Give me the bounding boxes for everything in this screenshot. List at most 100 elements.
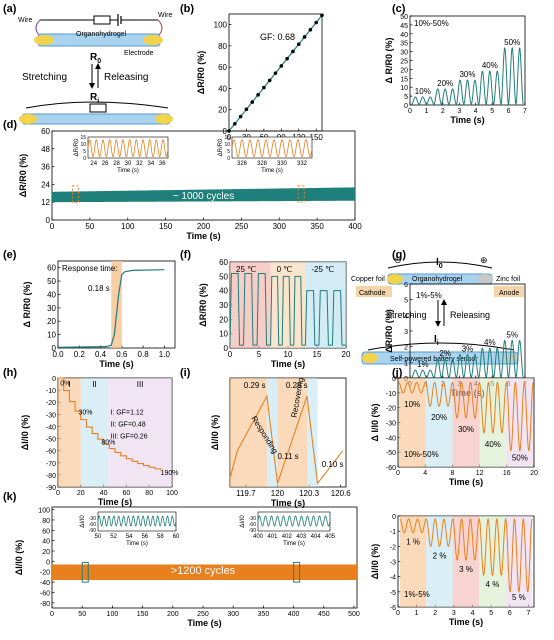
y-tick-label: 20 bbox=[219, 315, 228, 324]
chart-i: 119.7 120 120.3 120.6 Time (s) ΔI/I0 (%) 0.29 … bbox=[210, 377, 351, 508]
strain-label: 3% bbox=[462, 345, 474, 354]
inset-y-tick: -90 bbox=[249, 528, 256, 534]
gel-label: Organohydrogel bbox=[76, 31, 127, 38]
region-label: II bbox=[92, 380, 96, 389]
condition-band bbox=[452, 378, 480, 467]
x-tick-label: 200 bbox=[167, 611, 179, 618]
x-axis-label: Time (s) bbox=[449, 477, 483, 487]
x-tick-label: 20 bbox=[342, 350, 351, 359]
x-tick-label: 7 bbox=[526, 610, 530, 617]
response-time-value: 0.18 s bbox=[88, 284, 110, 293]
x-tick-label: 350 bbox=[310, 222, 324, 231]
x-tick-label: 20 bbox=[530, 470, 538, 477]
panel-letter: (c) bbox=[392, 3, 406, 15]
x-tick-label: 150 bbox=[137, 611, 149, 618]
data-point bbox=[308, 27, 313, 32]
y-tick-label: -1 bbox=[390, 529, 396, 536]
x-tick-label: 300 bbox=[273, 222, 287, 231]
inset-x-tick: 26 bbox=[102, 161, 109, 167]
x-tick-label: 0 bbox=[56, 490, 60, 497]
signal-line bbox=[411, 339, 524, 379]
x-tick-label: 120 bbox=[271, 489, 285, 498]
inset-y-label: ΔI/I0 bbox=[80, 515, 86, 528]
data-point bbox=[273, 71, 278, 75]
y-tick-label: -70 bbox=[46, 461, 56, 468]
y-tick-label: 12 bbox=[41, 198, 50, 207]
y-axis-label: ΔI/I0 (%) bbox=[370, 544, 380, 579]
strain-label: 1% bbox=[417, 360, 429, 369]
r0-label: R0 bbox=[90, 52, 101, 65]
inset-y-tick: 0 bbox=[227, 156, 230, 162]
y-tick-label: 0 bbox=[46, 216, 51, 225]
y-tick-label: 0 bbox=[223, 127, 228, 136]
strain-label: 30% bbox=[459, 70, 475, 79]
inset-y-label: ΔR/R0 bbox=[74, 138, 80, 156]
signal-line bbox=[58, 377, 162, 471]
y-axis-label: ΔR/R0 (%) bbox=[384, 309, 394, 352]
y-axis-label: ΔI/I0 (%) bbox=[14, 540, 24, 575]
range-label: 10%-50% bbox=[404, 450, 439, 459]
phase-band bbox=[230, 378, 267, 487]
y-tick-label: 24 bbox=[41, 180, 50, 189]
gf-annotation: GF: 0.68 bbox=[260, 32, 295, 42]
y-tick-label: 15 bbox=[400, 76, 408, 83]
inset-y-tick: 5 bbox=[83, 149, 86, 155]
signal-envelope bbox=[52, 564, 357, 581]
gf-legend-entry: III: GF=0.26 bbox=[110, 434, 147, 441]
y-tick-label: -90 bbox=[46, 485, 56, 492]
inset-signal bbox=[87, 139, 169, 158]
condition-band bbox=[479, 516, 506, 607]
y-tick-label: -80 bbox=[40, 601, 50, 608]
strain-label: 20% bbox=[431, 413, 447, 422]
y-tick-label: 60 bbox=[219, 258, 228, 267]
y-tick-label: 60 bbox=[47, 264, 56, 273]
data-point bbox=[291, 49, 295, 54]
x-tick-label: 2 bbox=[433, 610, 437, 617]
signal-envelope bbox=[52, 187, 355, 203]
x-tick-label: 1 bbox=[424, 108, 428, 115]
inset-x-label: Time (s) bbox=[261, 168, 283, 174]
x-tick-label: 5 bbox=[490, 108, 494, 115]
sensor-label: Self-powered battery sensor bbox=[390, 356, 478, 363]
inset-y-label: ΔR/R0 bbox=[218, 138, 224, 156]
x-tick-label: 4 bbox=[423, 470, 427, 477]
inset-x-tick: 403 bbox=[296, 534, 307, 540]
y-tick-label: 40 bbox=[218, 84, 227, 93]
panel-letter: (e) bbox=[3, 249, 17, 261]
x-tick-label: 0.6 bbox=[116, 350, 128, 359]
condition-band bbox=[399, 516, 427, 607]
x-axis-label: Time (s) bbox=[99, 359, 133, 369]
x-tick-label: 6 bbox=[507, 108, 511, 115]
x-tick-label: 500 bbox=[348, 611, 360, 618]
strain-label: 3 % bbox=[459, 565, 473, 574]
range-label: 1%-5% bbox=[416, 291, 442, 300]
stretching-label: Stretching bbox=[22, 72, 67, 83]
panel-letter: (d) bbox=[3, 119, 17, 131]
strain-label: 10% bbox=[415, 87, 431, 96]
y-tick-label: 10 bbox=[47, 331, 56, 340]
strain-point-label: 80% bbox=[101, 440, 115, 447]
inset-y-tick: 0 bbox=[83, 156, 86, 162]
x-tick-label: 7 bbox=[523, 108, 527, 115]
x-tick-label: 20 bbox=[77, 490, 85, 497]
plot-frame bbox=[51, 506, 358, 609]
y-tick-label: 3 bbox=[404, 329, 408, 336]
inset-x-tick: 326 bbox=[237, 161, 248, 167]
x-tick-label: 120.6 bbox=[331, 489, 352, 498]
strain-point-label: 190% bbox=[161, 470, 179, 477]
inset-x-tick: 34 bbox=[148, 161, 155, 167]
data-point bbox=[262, 85, 266, 90]
inset-y-tick: -60 bbox=[89, 522, 96, 528]
inset-x-tick: 32 bbox=[136, 161, 143, 167]
wire-left-label: Wire bbox=[18, 17, 32, 24]
phase-band bbox=[266, 378, 278, 487]
y-tick-label: -80 bbox=[46, 473, 56, 480]
y-tick-label: -6 bbox=[390, 605, 396, 612]
y-tick-label: 4 bbox=[404, 313, 408, 320]
chart-e: 0.0 0.2 0.4 0.6 0.8 1.0 0 10 20 30 40 50 60 Time (s) Δ… bbox=[22, 260, 176, 369]
y-tick-label: 20 bbox=[42, 549, 50, 556]
data-point bbox=[244, 107, 249, 112]
temperature-band bbox=[270, 262, 306, 348]
